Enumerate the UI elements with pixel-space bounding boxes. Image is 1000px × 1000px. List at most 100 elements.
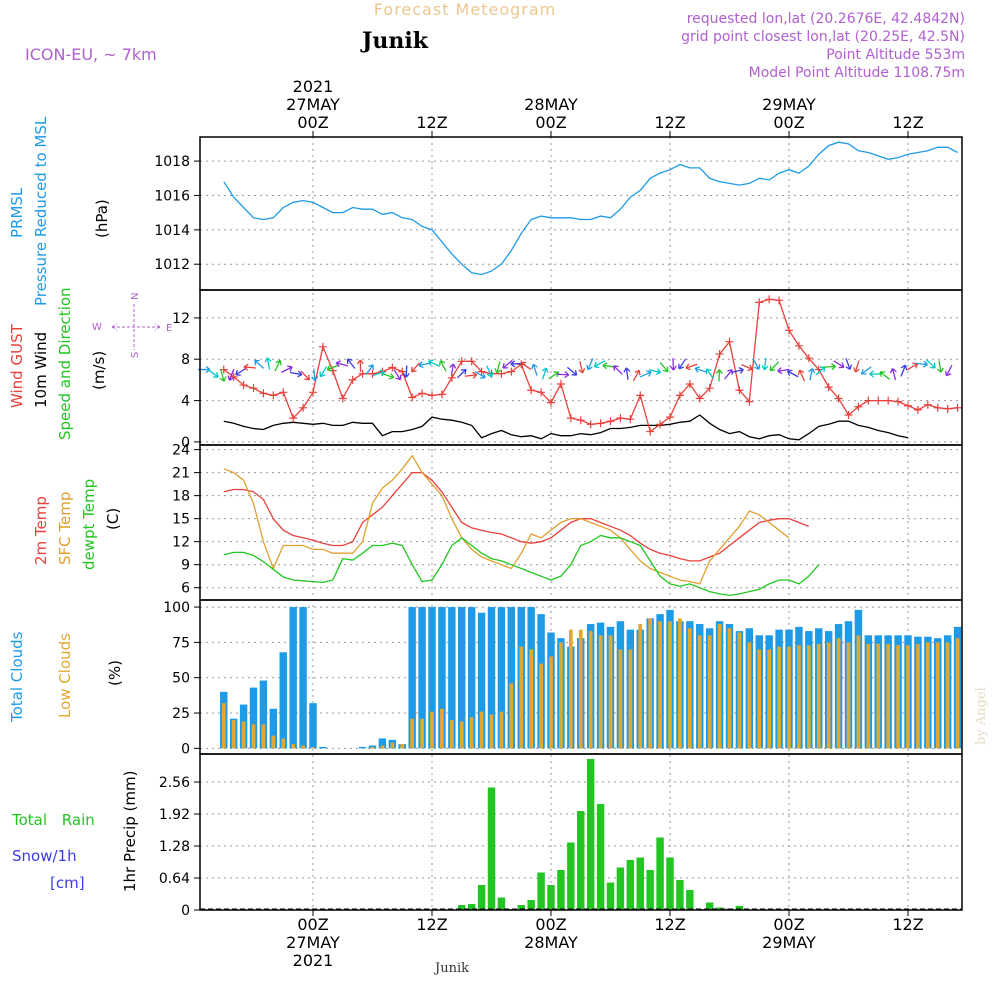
wind-direction-arrow <box>786 369 799 378</box>
temp-ytick-label-2: 12 <box>172 535 190 551</box>
credit-watermark: by Angel <box>974 687 989 745</box>
arrow-shape <box>264 357 272 370</box>
precip-bar <box>616 867 625 910</box>
low-cloud-bar <box>608 635 613 749</box>
precip-bar <box>557 870 565 910</box>
arrow-shape <box>752 358 761 370</box>
gust-marker <box>904 401 912 410</box>
axis-ticks: 1012101410161018048126912151821240255075… <box>154 131 909 919</box>
arrow-shape <box>741 363 753 372</box>
arrow-shape <box>769 361 780 372</box>
total-cloud-bar <box>418 607 426 749</box>
precip-ytick-label-2: 1.28 <box>159 839 190 855</box>
clouds-unit: (%) <box>106 660 124 686</box>
bottom-time-label: 12Z <box>416 915 447 934</box>
gust-marker <box>527 386 536 395</box>
low-cloud-bar <box>588 631 593 749</box>
precip-bar <box>517 905 525 910</box>
wind-direction-arrow <box>853 360 860 373</box>
low-cloud-bar <box>420 718 424 749</box>
low-cloud-bar <box>549 656 553 749</box>
arrow-shape <box>845 357 853 371</box>
precip-bar <box>626 860 635 910</box>
point-altitude: Point Altitude 553m <box>826 47 965 63</box>
total-cloud-bar <box>358 746 367 749</box>
precip-bar <box>458 905 466 910</box>
low-cloud-bar <box>737 632 742 749</box>
gust-marker <box>775 296 784 305</box>
low-cloud-bar <box>539 663 543 749</box>
total-clouds-label: Total Clouds <box>8 631 26 723</box>
low-cloud-bar <box>717 624 722 749</box>
gust-marker <box>398 367 407 376</box>
arrow-shape <box>833 360 845 369</box>
low-cloud-bar <box>499 711 504 749</box>
gust-marker <box>765 295 774 304</box>
arrow-shape <box>889 367 897 381</box>
arrow-shape <box>311 368 319 382</box>
low-cloud-bar <box>628 649 633 749</box>
arrow-shape <box>208 369 219 378</box>
wind-direction-arrow <box>235 367 247 376</box>
low-cloud-bar <box>598 635 603 749</box>
low-cloud-bar <box>271 735 276 749</box>
wind-direction-arrow <box>219 369 227 382</box>
wind-direction-arrow <box>705 368 714 380</box>
wind-direction-arrow <box>494 361 502 374</box>
temperature-panel <box>223 454 820 597</box>
clouds-ytick-label-2: 50 <box>172 671 190 687</box>
gust-marker <box>675 391 684 400</box>
total-cloud-bar <box>259 680 268 749</box>
wind-direction-arrow <box>845 357 853 371</box>
wind-ytick-label-0: 0 <box>181 435 190 451</box>
arrow-shape <box>326 364 339 372</box>
wind-direction-arrow <box>797 369 806 382</box>
pressure-frame <box>199 136 963 291</box>
precip-bar <box>477 885 486 910</box>
wind-direction-arrow <box>925 359 936 369</box>
model-label: ICON-EU, ~ 7km <box>25 45 157 64</box>
arrow-shape <box>900 364 908 377</box>
precip-bar <box>586 759 595 910</box>
wind-direction-arrow <box>326 364 339 372</box>
gust-line <box>223 298 958 433</box>
precip-bar <box>646 870 654 910</box>
low-cloud-bar <box>866 643 871 749</box>
gust-marker <box>884 396 893 405</box>
arrow-shape <box>566 366 578 376</box>
low-cloud-bar <box>648 618 653 749</box>
wind-direction-arrow <box>382 372 395 380</box>
gust-marker <box>348 375 357 384</box>
low-cloud-bar <box>668 621 672 749</box>
precip-bar <box>606 882 615 910</box>
gust-marker <box>943 404 952 413</box>
top-time-label: 12Z <box>416 113 447 132</box>
arrow-shape <box>731 367 744 374</box>
low-cloud-bar <box>916 643 920 749</box>
gust-marker <box>785 326 793 335</box>
arrow-shape <box>219 369 227 382</box>
low-cloud-bar <box>856 635 861 749</box>
pressure-ytick-label-1: 1014 <box>154 223 190 239</box>
arrow-shape <box>548 371 560 380</box>
sfc-label: SFC Temp <box>56 492 74 565</box>
arrow-shape <box>541 367 549 380</box>
precip-bar <box>636 857 644 910</box>
low-cloud-bar <box>370 746 375 749</box>
wind-direction-arrow <box>808 367 816 381</box>
arrow-shape <box>797 369 806 382</box>
low-cloud-bar <box>449 720 454 749</box>
gust-marker <box>725 337 734 346</box>
low-cloud-bar <box>757 649 762 749</box>
bottom-time-label: 00Z <box>297 915 328 934</box>
arrow-shape <box>438 360 447 372</box>
arrow-shape <box>235 367 247 376</box>
gust-marker <box>794 341 803 350</box>
t2m-label: 2m Temp <box>32 496 50 565</box>
precip-ytick-label-1: 0.64 <box>159 871 190 887</box>
wind-direction-arrow <box>777 367 790 375</box>
arrow-shape <box>556 371 570 379</box>
precip-bar <box>497 897 506 910</box>
gust-marker <box>626 415 635 424</box>
gust-marker <box>705 384 714 393</box>
